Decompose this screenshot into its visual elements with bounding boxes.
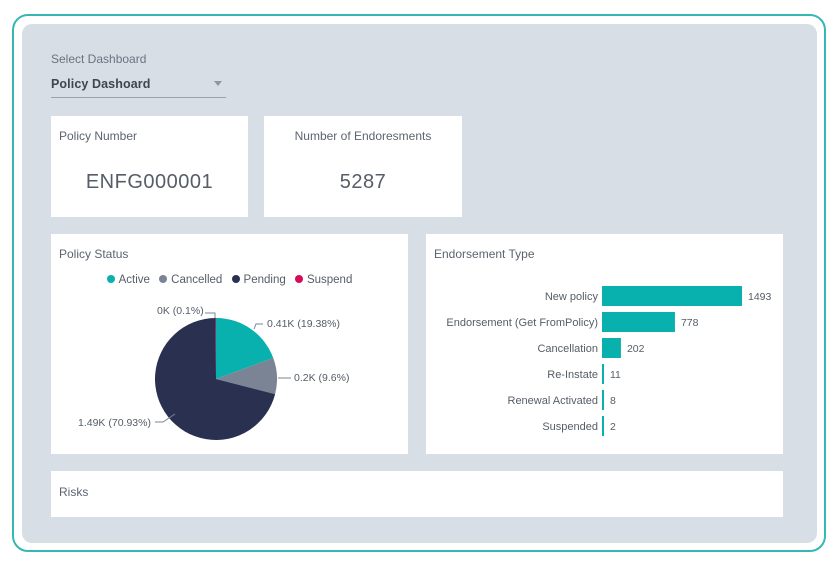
policy-number-value: ENFG000001: [85, 171, 214, 193]
pie-label-cancelled: 0.2K (9.6%): [294, 372, 349, 384]
endorsements-count-card: Number of Endoresments 5287: [264, 116, 462, 217]
bar-category-label: New policy: [545, 291, 599, 303]
legend-item-suspend[interactable]: Suspend: [294, 274, 353, 286]
pie-leader-line-suspend: [205, 312, 216, 318]
endorsement-type-title: Endorsement Type: [434, 247, 535, 261]
legend-item-pending[interactable]: Pending: [231, 274, 286, 286]
pie-slice-active[interactable]: [216, 318, 274, 379]
bar-value-label: 778: [681, 317, 699, 329]
bar-new-policy[interactable]: [602, 286, 742, 306]
legend-item-active[interactable]: Active: [106, 274, 150, 286]
legend-label-cancelled: Cancelled: [171, 274, 223, 286]
legend-item-cancelled[interactable]: Cancelled: [159, 274, 222, 286]
policy-number-card: Policy Number ENFG000001: [51, 116, 248, 217]
legend-label-pending: Pending: [243, 274, 286, 286]
bar-category-label: Renewal Activated: [508, 395, 599, 407]
endorsement-type-bar-chart: New policy 1493 Endorsement (Get FromPolic…: [446, 286, 772, 436]
dashboard-selector: Select Dashboard Policy Dashoard: [51, 52, 226, 98]
suspend-dot-icon: [294, 275, 303, 283]
endorsement-type-card: Endorsement Type New policy 1493 Endorseme…: [426, 234, 783, 454]
legend-label-suspend: Suspend: [306, 274, 353, 286]
pie-leader-line-active: [253, 323, 263, 330]
pie-slice-pending[interactable]: [154, 318, 276, 440]
dashboard-dropdown-value: Policy Dashoard: [51, 77, 151, 91]
policy-status-pie-chart: 0K (0.1%) 0.41K (19.38%) 0.2K (9.6%) 1.4…: [78, 305, 349, 440]
bar-category-label: Cancellation: [537, 343, 598, 355]
pie-label-suspend: 0K (0.1%): [157, 305, 204, 317]
pie-label-active: 0.41K (19.38%): [267, 318, 340, 330]
bar-renewal-activated[interactable]: [602, 390, 604, 410]
pending-dot-icon: [231, 275, 240, 283]
cancelled-dot-icon: [159, 275, 168, 283]
bar-category-label: Re-Instate: [547, 369, 598, 381]
endorsements-count-value: 5287: [339, 171, 387, 193]
dashboard-dropdown[interactable]: Policy Dashoard: [51, 75, 226, 98]
policy-number-title: Policy Number: [59, 129, 138, 143]
policy-status-title: Policy Status: [59, 247, 129, 261]
select-dashboard-label: Select Dashboard: [51, 52, 147, 66]
policy-status-card: Policy Status Active Cancelled Pending S…: [51, 234, 408, 454]
bar-category-label: Endorsement (Get FromPolicy): [446, 317, 598, 329]
bar-cancellation[interactable]: [602, 338, 621, 358]
bar-re-instate[interactable]: [602, 364, 604, 384]
policy-status-legend: Active Cancelled Pending Suspend: [51, 274, 408, 286]
chevron-down-icon[interactable]: [214, 81, 222, 86]
bar-value-label: 2: [610, 421, 616, 433]
risks-title: Risks: [59, 485, 89, 499]
bar-endorsement-get-frompolicy[interactable]: [602, 312, 675, 332]
pie-leader-line-pending: [155, 413, 176, 423]
pie-label-pending: 1.49K (70.93%): [78, 417, 151, 429]
bar-category-label: Suspended: [542, 421, 598, 433]
bar-value-label: 202: [627, 343, 645, 355]
pie-slice-cancelled[interactable]: [216, 357, 277, 395]
bar-value-label: 1493: [748, 291, 772, 303]
bar-value-label: 11: [610, 369, 621, 381]
risks-card: Risks: [51, 471, 783, 517]
bar-suspended[interactable]: [602, 416, 604, 436]
active-dot-icon: [106, 275, 115, 283]
legend-label-active: Active: [118, 274, 150, 286]
bar-value-label: 8: [610, 395, 616, 407]
endorsements-count-title: Number of Endoresments: [294, 129, 432, 143]
